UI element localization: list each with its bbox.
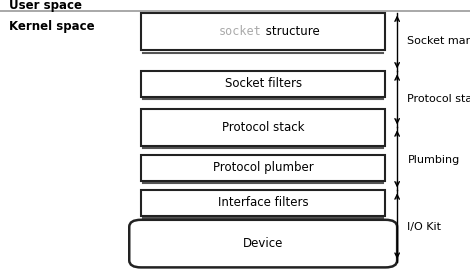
Text: socket: socket <box>219 25 262 38</box>
Text: Kernel space: Kernel space <box>9 20 95 33</box>
Text: I/O Kit: I/O Kit <box>407 222 441 232</box>
Text: Interface filters: Interface filters <box>218 197 308 209</box>
FancyBboxPatch shape <box>129 220 397 267</box>
Text: Plumbing: Plumbing <box>407 155 460 165</box>
Bar <box>141 13 385 50</box>
Text: structure: structure <box>262 25 320 38</box>
Text: Protocol plumber: Protocol plumber <box>213 162 313 174</box>
Bar <box>141 109 385 146</box>
Bar <box>141 155 385 181</box>
Text: Protocol stack: Protocol stack <box>222 121 305 134</box>
Text: Device: Device <box>243 237 283 250</box>
Text: Socket filters: Socket filters <box>225 78 302 90</box>
Text: User space: User space <box>9 0 82 11</box>
Bar <box>141 190 385 216</box>
Bar <box>141 71 385 97</box>
Text: Protocol stack: Protocol stack <box>407 94 470 104</box>
Text: Socket management: Socket management <box>407 36 470 46</box>
